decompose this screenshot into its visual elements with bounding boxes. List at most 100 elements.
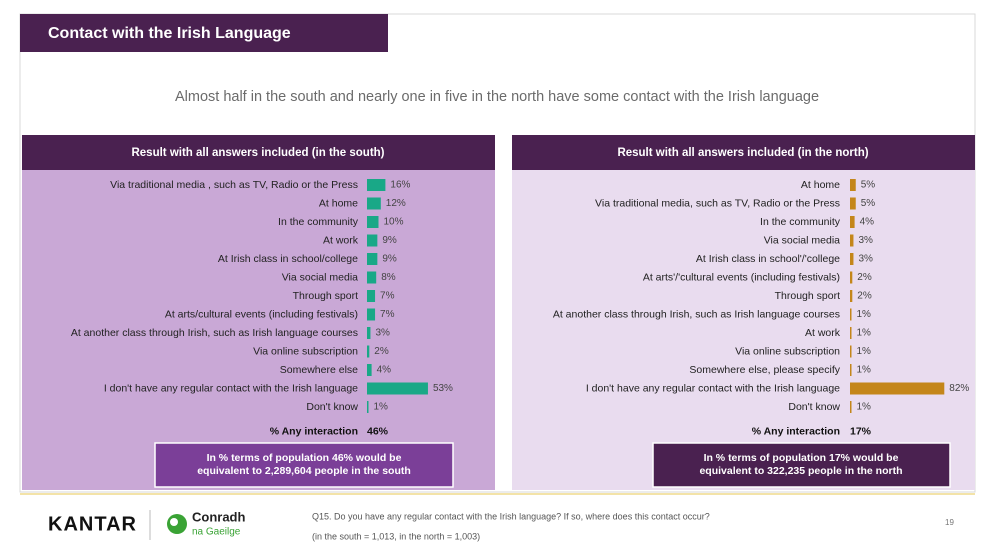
bar	[367, 197, 381, 210]
title-box	[20, 14, 388, 52]
category-label: Through sport	[293, 290, 358, 302]
bar	[367, 179, 386, 191]
category-label: In the community	[760, 216, 841, 228]
category-label: Don't know	[788, 401, 840, 413]
bar	[367, 308, 376, 321]
bar	[367, 290, 376, 302]
brand: KANTAR	[48, 513, 137, 535]
bar	[367, 234, 378, 247]
bar	[850, 271, 853, 284]
category-label: Don't know	[306, 401, 358, 413]
callout-text: In % terms of population 17% would be	[704, 452, 899, 464]
category-label: I don't have any regular contact with th…	[586, 382, 840, 394]
callout	[154, 442, 454, 488]
partner: Conradh	[192, 509, 246, 524]
category-label: At Irish class in school'/'college	[696, 253, 840, 265]
page-number: 19	[945, 518, 954, 527]
category-label: At home	[801, 179, 840, 191]
category-label: Via traditional media, such as TV, Radio…	[595, 197, 840, 209]
subtitle: Almost half in the south and nearly one …	[175, 89, 819, 105]
value-label: 2%	[857, 291, 872, 302]
value-label: 12%	[386, 198, 406, 209]
category-label: In the community	[278, 216, 359, 228]
value-label: 2%	[857, 272, 872, 283]
bar	[850, 197, 856, 210]
bar	[367, 271, 377, 284]
bar	[367, 216, 379, 228]
value-label: 1%	[857, 346, 872, 357]
summary-value: 46%	[367, 425, 389, 437]
bar	[367, 327, 371, 339]
value-label: 53%	[433, 383, 453, 394]
bar	[367, 364, 372, 376]
value-label: 7%	[380, 291, 395, 302]
title: Contact with the Irish Language	[48, 25, 291, 42]
category-label: Via online subscription	[735, 345, 840, 357]
value-label: 7%	[380, 309, 395, 320]
value-label: 3%	[858, 254, 873, 265]
category-label: Through sport	[775, 290, 840, 302]
callout	[652, 442, 951, 488]
base: (in the south = 1,013, in the north = 1,…	[312, 531, 480, 541]
bar	[850, 345, 852, 358]
value-label: 8%	[381, 272, 396, 283]
category-label: Via social media	[282, 271, 358, 283]
value-label: 5%	[861, 180, 876, 191]
category-label: Via online subscription	[253, 345, 358, 357]
value-label: 3%	[858, 235, 873, 246]
category-label: Somewhere else	[280, 364, 358, 376]
value-label: 1%	[374, 402, 389, 413]
bar	[850, 179, 856, 191]
value-label: 1%	[857, 365, 872, 376]
panel	[512, 170, 975, 490]
value-label: 82%	[949, 383, 969, 394]
bar	[850, 216, 855, 228]
bar	[367, 401, 369, 413]
callout-text: equivalent to 322,235 people in the nort…	[699, 465, 902, 477]
bar	[850, 382, 945, 395]
bar	[850, 290, 853, 302]
bar	[367, 345, 370, 358]
panel	[22, 170, 495, 490]
category-label: At home	[319, 197, 358, 209]
bar	[850, 401, 852, 413]
panel-title: Result with all answers included (in the…	[617, 147, 868, 159]
category-label: At another class through Irish, such as …	[553, 308, 840, 320]
value-label: 5%	[861, 198, 876, 209]
value-label: 4%	[377, 365, 392, 376]
value-label: 1%	[857, 402, 872, 413]
value-label: 1%	[857, 309, 872, 320]
category-label: Via traditional media , such as TV, Radi…	[110, 179, 358, 191]
panel-header	[512, 135, 975, 170]
partner-icon	[170, 518, 178, 526]
category-label: At work	[805, 327, 841, 339]
callout-text: In % terms of population 46% would be	[207, 452, 402, 464]
value-label: 2%	[374, 346, 389, 357]
summary-label: % Any interaction	[270, 425, 358, 437]
value-label: 10%	[384, 217, 404, 228]
category-label: I don't have any regular contact with th…	[104, 382, 358, 394]
value-label: 3%	[375, 328, 390, 339]
value-label: 4%	[860, 217, 875, 228]
panel-header	[22, 135, 495, 170]
value-label: 9%	[382, 235, 397, 246]
question: Q15. Do you have any regular contact wit…	[312, 511, 710, 521]
bar	[850, 253, 854, 265]
category-label: At work	[323, 234, 359, 246]
summary-label: % Any interaction	[752, 425, 840, 437]
callout-text: equivalent to 2,289,604 people in the so…	[197, 465, 411, 477]
category-label: At Irish class in school/college	[218, 253, 358, 265]
value-label: 9%	[382, 254, 397, 265]
category-label: Via social media	[764, 234, 840, 246]
bar	[850, 308, 852, 321]
panel-title: Result with all answers included (in the…	[131, 147, 384, 159]
bar	[367, 253, 378, 265]
bar	[850, 364, 852, 376]
category-label: At arts'/'cultural events (including fes…	[643, 271, 840, 283]
bar	[850, 234, 854, 247]
bar	[850, 327, 852, 339]
category-label: Somewhere else, please specify	[689, 364, 840, 376]
partner: na Gaeilge	[192, 527, 241, 538]
value-label: 16%	[390, 180, 410, 191]
